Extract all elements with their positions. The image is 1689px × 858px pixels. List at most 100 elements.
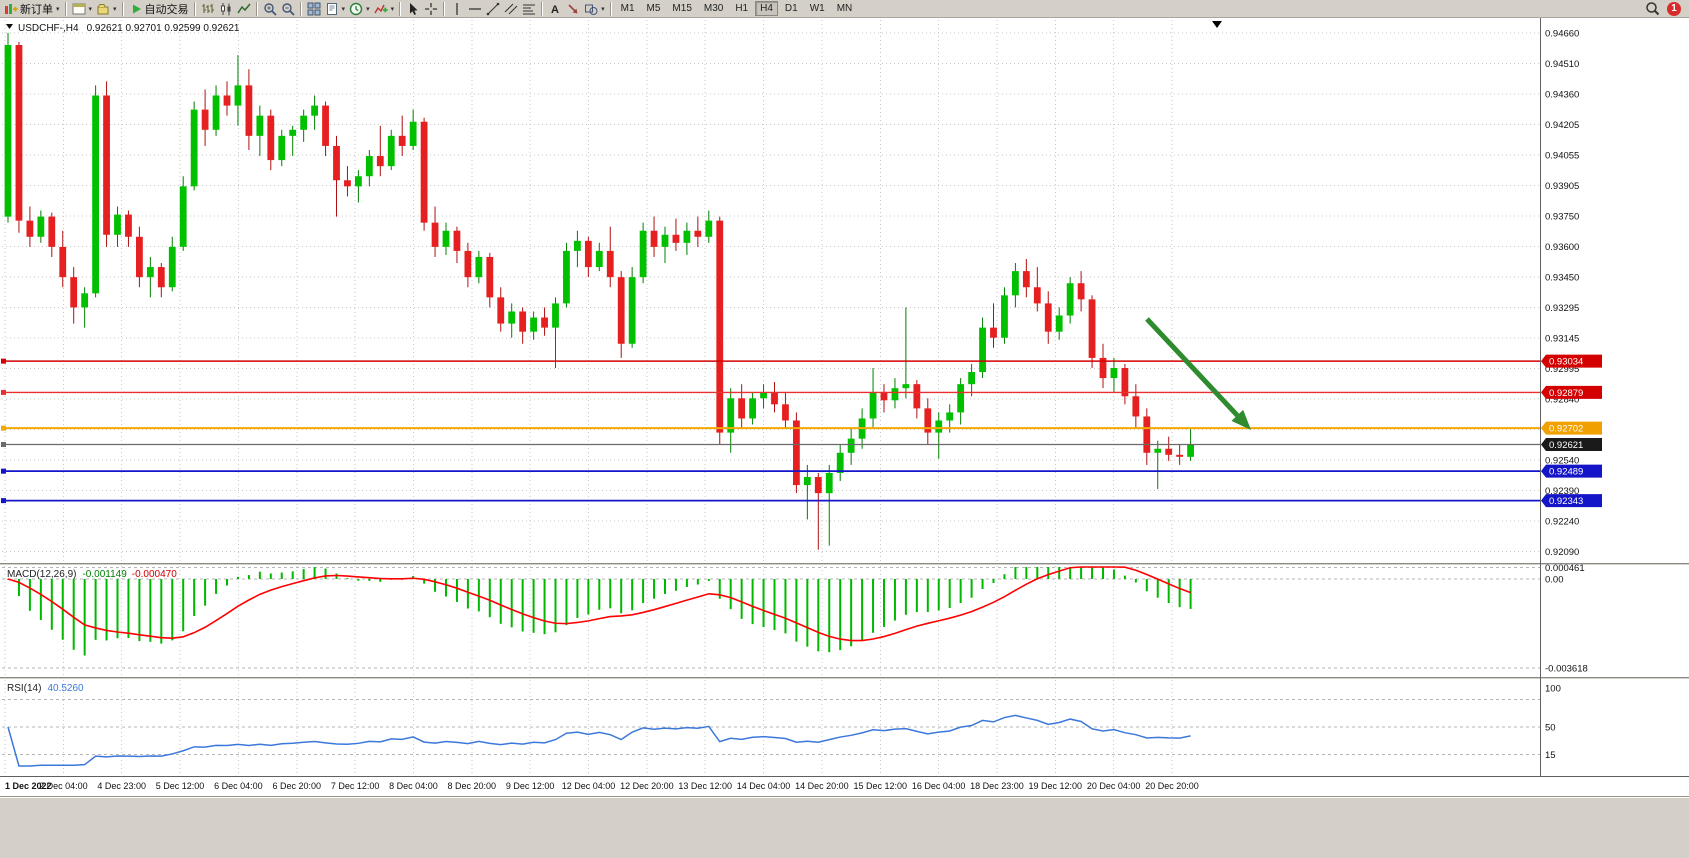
macd-histogram-bar [379, 579, 382, 582]
macd-histogram-bar [226, 579, 228, 586]
macd-histogram-bar [751, 579, 754, 625]
zoom-out-button[interactable] [279, 1, 297, 17]
candle-body [913, 384, 921, 409]
macd-histogram-bar [598, 579, 601, 610]
search-icon[interactable] [1645, 1, 1660, 16]
price-tag-label: 0.92879 [1549, 388, 1583, 399]
horizontal-line-object[interactable] [1, 442, 1540, 448]
candle-body [793, 420, 800, 486]
candle-body [365, 156, 373, 177]
timeframe-h1-button[interactable]: H1 [735, 3, 749, 14]
bar-chart-button[interactable] [199, 1, 217, 17]
timeframe-mn-button[interactable]: MN [836, 3, 853, 14]
text-tool-button[interactable]: A [546, 1, 564, 17]
macd-histogram-bar [893, 579, 896, 621]
macd-signal-line [7, 566, 1191, 642]
cursor-button[interactable] [404, 1, 422, 17]
price-axis-label: 0.92540 [1545, 456, 1579, 467]
toolbar-separator [609, 1, 612, 16]
horizontal-line-object[interactable] [1, 358, 1540, 364]
horizontal-line-button[interactable] [466, 1, 484, 17]
candle-body [81, 293, 89, 308]
timeframe-m15-button[interactable]: M15 [672, 3, 692, 14]
candle-body [1187, 444, 1194, 457]
candle-body [968, 372, 975, 385]
macd-histogram-bar [685, 579, 688, 588]
candle-body [924, 408, 932, 433]
candle-body [497, 297, 505, 324]
price-axis-label: 0.93450 [1545, 273, 1579, 284]
horizontal-line-object[interactable] [1, 468, 1540, 474]
fibonacci-button[interactable] [520, 1, 538, 17]
chevron-down-icon: ▾ [366, 5, 370, 13]
indicators-button[interactable]: ▾ [372, 1, 397, 17]
macd-histogram-bar [269, 573, 272, 579]
auto-trading-button[interactable]: 自动交易 [127, 1, 191, 17]
macd-histogram-bar [313, 567, 316, 579]
time-axis-label: 20 Dec 04:00 [1087, 781, 1141, 791]
symbol-dropdown-icon[interactable] [6, 24, 13, 29]
candle-body [661, 234, 669, 247]
horizontal-line-object[interactable] [1, 389, 1540, 395]
tile-windows-button[interactable] [305, 1, 323, 17]
price-axis-label: 0.94055 [1545, 150, 1579, 161]
line-chart-button[interactable] [235, 1, 253, 17]
rsi-axis: 100 50 15 [1545, 684, 1561, 761]
horizontal-line-object[interactable] [1, 498, 1540, 504]
timeframe-m30-button[interactable]: M30 [703, 3, 724, 14]
channel-button[interactable] [502, 1, 520, 17]
macd-histogram-bar [1178, 579, 1181, 608]
timeframe-m1-button[interactable]: M1 [620, 3, 635, 14]
macd-histogram-bar [127, 579, 130, 639]
candle-body [990, 327, 997, 338]
candle-body [617, 277, 625, 344]
macd-histogram-bar [653, 579, 656, 599]
trendline-icon [486, 2, 500, 16]
auto-trading-icon [129, 2, 143, 16]
vertical-line-button[interactable] [448, 1, 466, 17]
tile-windows-icon [307, 2, 321, 16]
horizontal-line-object[interactable] [1, 425, 1540, 431]
timeframe-w1-button[interactable]: W1 [809, 3, 825, 14]
macd-histogram-bar [729, 579, 732, 610]
shapes-button[interactable]: ▾ [582, 1, 607, 17]
macd-histogram-bar [642, 579, 645, 604]
timeframe-h4-button[interactable]: H4 [755, 1, 778, 16]
chart-canvas[interactable]: 0.94660 0.94510 0.94360 0.94205 0.94055 0.939… [0, 18, 1689, 796]
arrow-head [1231, 409, 1251, 430]
templates-button[interactable]: ▾ [323, 1, 348, 17]
candle-body [847, 438, 855, 453]
macd-histogram-bar [28, 579, 31, 611]
candle-body [628, 277, 636, 344]
macd-histogram-bar [499, 579, 502, 624]
time-axis-label: 19 Dec 12:00 [1029, 781, 1083, 791]
macd-histogram-bar [926, 579, 929, 613]
candlestick-chart-button[interactable] [217, 1, 235, 17]
zoom-in-button[interactable] [261, 1, 279, 17]
trend-arrow-object[interactable] [1145, 317, 1251, 430]
profiles-button[interactable]: ▾ [94, 1, 119, 17]
notification-badge[interactable]: 1 [1667, 1, 1681, 16]
rsi-axis-label: 15 [1545, 750, 1556, 761]
trendline-button[interactable] [484, 1, 502, 17]
new-order-button[interactable]: 新订单 ▾ [2, 1, 62, 17]
candle-body [902, 384, 910, 389]
timeframe-m5-button[interactable]: M5 [646, 3, 661, 14]
new-chart-button[interactable]: ▾ [70, 1, 95, 17]
arrow-tool-button[interactable] [564, 1, 582, 17]
chart-window[interactable]: 0.94660 0.94510 0.94360 0.94205 0.94055 0.939… [0, 18, 1689, 796]
candle-body [442, 230, 450, 247]
candle-body [420, 121, 428, 223]
candle-body [716, 220, 724, 433]
candle-body [409, 121, 417, 146]
crosshair-button[interactable] [422, 1, 440, 17]
pane-divider[interactable] [0, 677, 1689, 680]
pane-divider[interactable] [0, 563, 1689, 566]
hline-left-marker [1, 442, 6, 448]
periods-button[interactable]: ▾ [347, 1, 372, 17]
price-tag: 0.92879 [1541, 385, 1602, 399]
zoom-out-icon [281, 2, 295, 16]
candle-body [1001, 295, 1008, 338]
timeframe-d1-button[interactable]: D1 [784, 3, 798, 14]
